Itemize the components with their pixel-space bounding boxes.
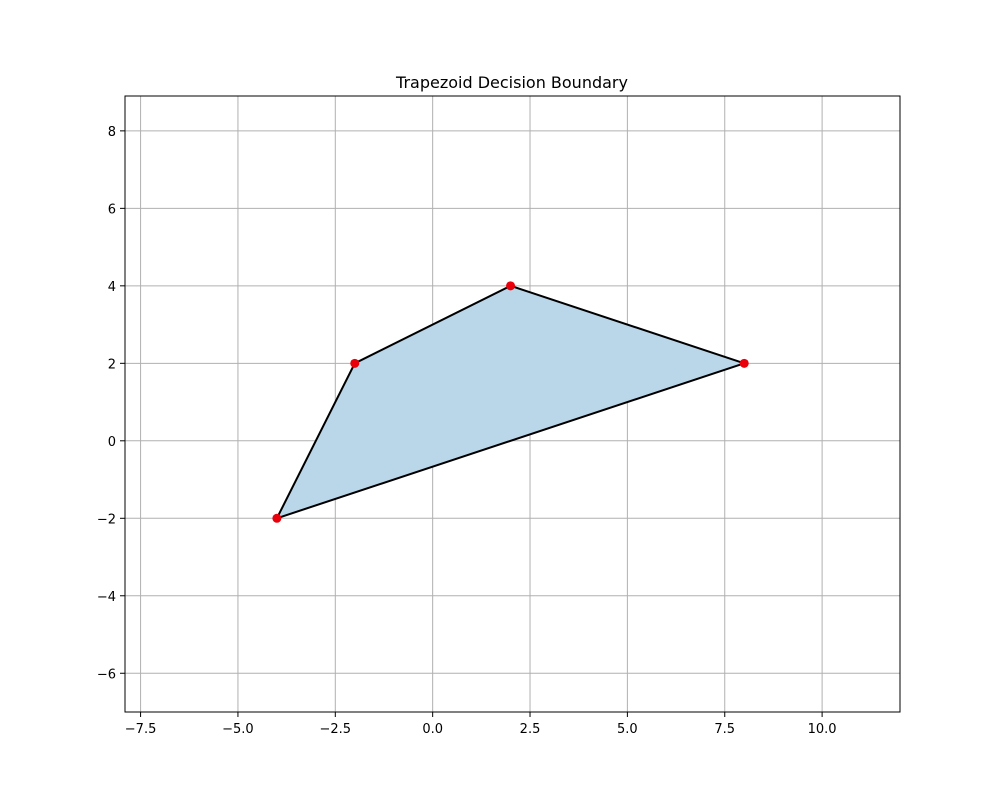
y-tick-label: 8 — [108, 125, 116, 140]
axes-frame — [124, 95, 901, 713]
x-tick-label: 5.0 — [617, 722, 638, 737]
y-tick-label: 0 — [108, 435, 116, 450]
vertex-points — [272, 281, 749, 523]
y-tick-label: −4 — [97, 590, 116, 605]
y-tick-label: 4 — [108, 280, 116, 295]
chart-title: Trapezoid Decision Boundary — [395, 73, 628, 92]
y-tick-label: 6 — [108, 202, 116, 217]
vertex-point — [739, 358, 749, 368]
x-tick-label: 2.5 — [520, 722, 541, 737]
y-tick-label: 2 — [108, 357, 116, 372]
trapezoid-region — [275, 284, 746, 520]
vertex-point — [272, 513, 282, 523]
vertex-point — [350, 358, 360, 368]
x-tick-label: −2.5 — [320, 722, 352, 737]
x-axis-ticks: −7.5 −5.0 −2.5 0.0 2.5 5.0 7.5 10.0 — [125, 712, 837, 737]
y-tick-label: −6 — [97, 667, 116, 682]
y-tick-label: −2 — [97, 512, 116, 527]
x-tick-label: −5.0 — [222, 722, 254, 737]
decision-boundary — [275, 284, 746, 520]
x-tick-label: 10.0 — [808, 722, 837, 737]
x-tick-label: 0.0 — [422, 722, 443, 737]
x-tick-label: 7.5 — [714, 722, 735, 737]
vertex-point — [506, 281, 516, 291]
y-axis-ticks: −6 −4 −2 0 2 4 6 8 — [97, 125, 125, 682]
x-tick-label: −7.5 — [125, 722, 157, 737]
